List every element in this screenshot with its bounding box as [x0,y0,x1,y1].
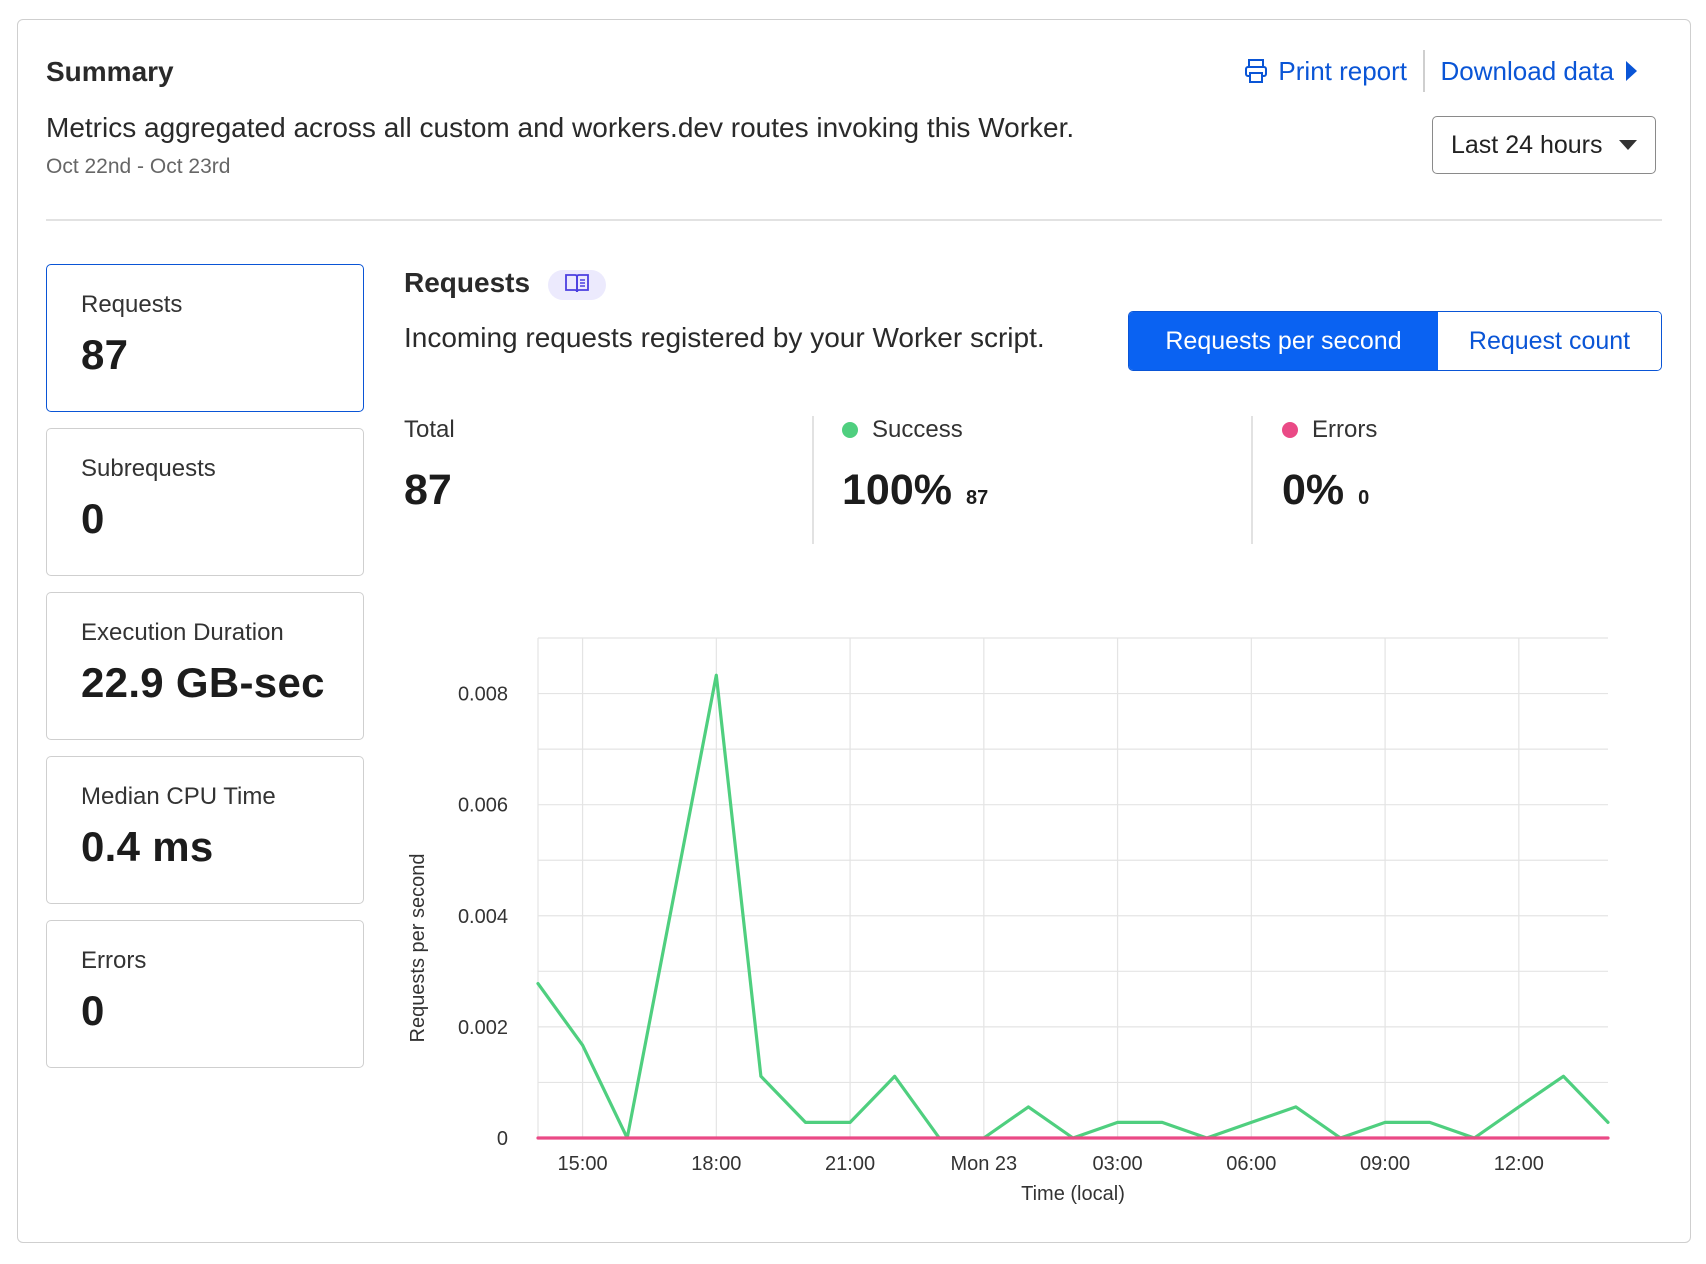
metric-card-median-cpu-time[interactable]: Median CPU Time 0.4 ms [46,756,364,904]
printer-icon [1244,58,1268,84]
requests-per-second-button[interactable]: Requests per second [1129,312,1438,370]
x-tick-label: 12:00 [1494,1153,1544,1175]
date-range-text: Oct 22nd - Oct 23rd [46,155,231,178]
metric-label: Requests [81,291,183,318]
metric-card-errors[interactable]: Errors 0 [46,920,364,1068]
stat-divider [812,416,814,544]
metric-value: 87 [81,331,129,378]
y-tick-label: 0 [497,1128,508,1150]
stat-total: Total 87 [404,416,455,544]
summary-title: Summary [46,56,174,87]
stat-success-label: Success [872,416,963,443]
download-data-label: Download data [1440,55,1614,86]
download-data-link[interactable]: Download data [1425,56,1654,87]
metric-value: 22.9 GB-sec [81,659,325,706]
metric-card-requests[interactable]: Requests 87 [46,264,364,412]
x-tick-label: 06:00 [1226,1153,1276,1175]
requests-section-title: Requests [404,267,531,298]
stat-total-value: 87 [404,466,452,514]
x-tick-label: 21:00 [825,1153,875,1175]
metric-label: Median CPU Time [81,783,276,810]
stat-errors-value: 0% [1282,466,1345,514]
metric-label: Subrequests [81,455,216,482]
stat-errors: Errors 0% 0 [1282,416,1377,544]
x-axis-title: Time (local) [1021,1183,1125,1205]
success-dot-icon [842,422,858,438]
x-tick-label: Mon 23 [950,1153,1017,1175]
actions-divider [1423,50,1425,92]
chart-mode-toggle: Requests per second Request count [1128,311,1662,371]
print-report-label: Print report [1278,55,1408,86]
y-tick-label: 0.004 [458,906,508,928]
metric-value: 0 [81,987,105,1034]
book-icon [564,272,590,299]
header-divider [46,219,1662,221]
y-tick-label: 0.002 [458,1017,508,1039]
y-tick-label: 0.006 [458,795,508,817]
stat-divider [1251,416,1253,544]
x-tick-label: 15:00 [558,1153,608,1175]
time-range-value: Last 24 hours [1451,130,1603,159]
stat-success-count: 87 [965,487,989,509]
stat-errors-count: 0 [1358,487,1370,509]
series-line-success [536,673,1610,1140]
errors-dot-icon [1282,422,1298,438]
y-tick-label: 0.008 [458,684,508,706]
metric-label: Errors [81,947,147,974]
metric-card-execution-duration[interactable]: Execution Duration 22.9 GB-sec [46,592,364,740]
request-count-button[interactable]: Request count [1438,312,1661,370]
x-tick-label: 09:00 [1360,1153,1410,1175]
chevron-down-icon [1619,140,1637,150]
metric-value: 0 [81,495,105,542]
metric-value: 0.4 ms [81,823,214,870]
x-tick-label: 03:00 [1093,1153,1143,1175]
y-axis-title: Requests per second [407,853,429,1042]
stat-total-label: Total [404,416,455,443]
summary-description: Metrics aggregated across all custom and… [46,112,1075,143]
documentation-badge[interactable] [548,270,606,300]
time-range-select[interactable]: Last 24 hours [1432,116,1656,174]
stat-success-value: 100% [842,466,952,514]
print-report-link[interactable]: Print report [1228,56,1423,87]
stat-errors-label: Errors [1312,416,1378,443]
metric-label: Execution Duration [81,619,284,646]
stat-success: Success 100% 87 [842,416,988,544]
metric-card-subrequests[interactable]: Subrequests 0 [46,428,364,576]
report-actions: Print report Download data [1228,50,1654,92]
requests-line-chart: 0 0.002 0.004 0.006 0.008 15:00 18:00 21:00 Mon … [407,637,1610,1205]
requests-section-description: Incoming requests registered by your Wor… [404,322,1045,353]
caret-right-icon [1624,60,1638,82]
x-tick-label: 18:00 [691,1153,741,1175]
